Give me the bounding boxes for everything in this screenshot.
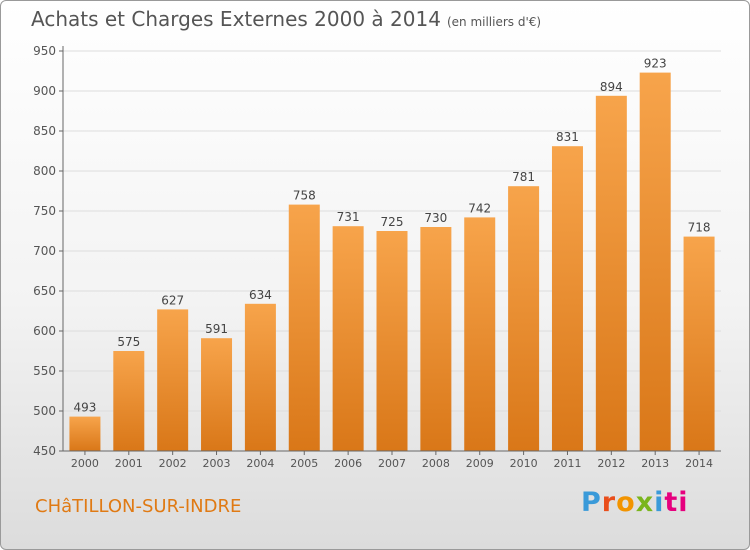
data-label: 634 xyxy=(249,288,272,302)
chart-title: Achats et Charges Externes 2000 à 2014 (e… xyxy=(31,7,541,31)
y-tick-label: 550 xyxy=(33,364,56,378)
y-tick-label: 450 xyxy=(33,444,56,458)
axes: 450 500 550 600 650 700 750 800 850 900 950 2000 200… xyxy=(33,44,721,470)
bar xyxy=(288,204,320,451)
title-text: Achats et Charges Externes 2000 à 2014 xyxy=(31,7,441,31)
x-tick-label: 2002 xyxy=(159,457,187,470)
x-tick-label: 2008 xyxy=(422,457,450,470)
proxiti-logo: Proxiti xyxy=(581,487,689,518)
y-tick-label: 650 xyxy=(33,284,56,298)
x-tick-label: 2001 xyxy=(115,457,143,470)
data-label: 923 xyxy=(644,57,667,71)
x-tick-label: 2011 xyxy=(553,457,581,470)
data-label: 894 xyxy=(600,80,623,94)
x-tick-label: 2012 xyxy=(597,457,625,470)
data-label: 591 xyxy=(205,322,228,336)
y-tick-label: 900 xyxy=(33,84,56,98)
x-tick-label: 2009 xyxy=(466,457,494,470)
bar xyxy=(157,309,189,451)
bar xyxy=(201,338,233,451)
data-label: 725 xyxy=(381,215,404,229)
data-label: 781 xyxy=(512,170,535,184)
title-unit: (en milliers d'€) xyxy=(446,15,542,29)
y-tick-label: 700 xyxy=(33,244,56,258)
y-tick-label: 750 xyxy=(33,204,56,218)
bar xyxy=(113,351,145,451)
x-tick-label: 2010 xyxy=(510,457,538,470)
bar xyxy=(420,227,452,451)
y-tick-label: 800 xyxy=(33,164,56,178)
bar xyxy=(508,186,540,451)
data-label: 575 xyxy=(117,335,140,349)
data-label: 730 xyxy=(424,211,447,225)
x-tick-label: 2006 xyxy=(334,457,362,470)
bar xyxy=(464,217,496,451)
data-label: 742 xyxy=(468,201,491,215)
x-tick-label: 2000 xyxy=(71,457,99,470)
bar xyxy=(376,231,408,451)
bar xyxy=(639,72,671,451)
y-tick-label: 950 xyxy=(33,44,56,58)
bar xyxy=(244,303,276,451)
x-tick-label: 2013 xyxy=(641,457,669,470)
data-label: 718 xyxy=(688,221,711,235)
town-name: CHâTILLON-SUR-INDRE xyxy=(35,496,242,517)
data-label: 831 xyxy=(556,130,579,144)
x-tick-label: 2003 xyxy=(203,457,231,470)
bar xyxy=(551,146,583,451)
x-tick-label: 2007 xyxy=(378,457,406,470)
y-tick-label: 850 xyxy=(33,124,56,138)
bar xyxy=(69,416,101,451)
x-tick-label: 2005 xyxy=(290,457,318,470)
bar xyxy=(332,226,364,451)
bars: 493 575 627 591 634 758 731 725 730 742 781 831 894 9… xyxy=(69,57,715,452)
data-label: 627 xyxy=(161,293,184,307)
data-label: 731 xyxy=(337,210,360,224)
x-tick-label: 2004 xyxy=(246,457,274,470)
data-label: 493 xyxy=(73,401,96,415)
y-tick-label: 600 xyxy=(33,324,56,338)
data-label: 758 xyxy=(293,189,316,203)
y-tick-label: 500 xyxy=(33,404,56,418)
bar xyxy=(683,236,715,451)
bar xyxy=(595,95,627,452)
x-tick-label: 2014 xyxy=(685,457,713,470)
